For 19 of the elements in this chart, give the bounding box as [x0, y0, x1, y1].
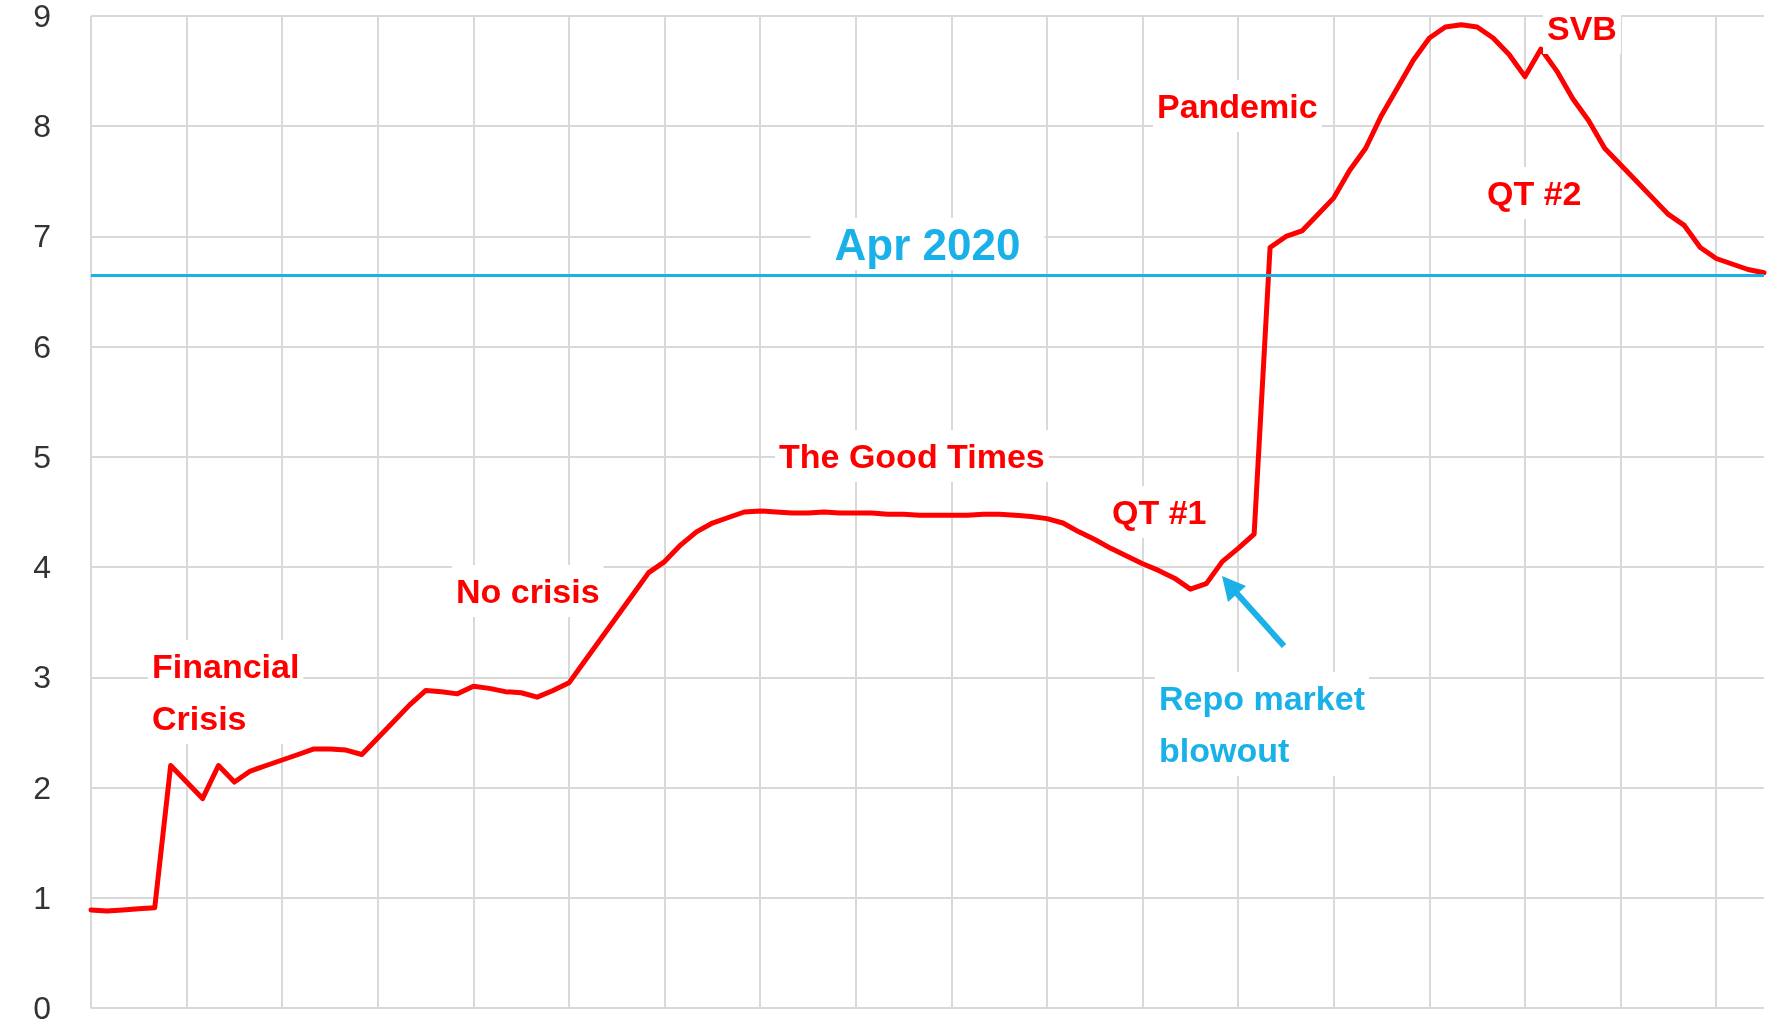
y-tick-label: 0: [33, 990, 51, 1024]
annotation: QT #2: [1487, 174, 1582, 212]
annotation: Financial Crisis: [152, 647, 300, 737]
y-tick-label: 8: [33, 108, 51, 145]
annotation: SVB: [1547, 9, 1617, 47]
annotation: Pandemic: [1157, 87, 1318, 125]
y-tick-label: 1: [33, 879, 51, 916]
y-tick-label: 4: [33, 549, 51, 586]
annotation: No crisis: [456, 572, 600, 610]
annotation: Repo market blowout: [1159, 679, 1365, 769]
annotation: QT #1: [1112, 493, 1207, 531]
y-tick-label: 5: [33, 438, 51, 475]
y-tick-label: 6: [33, 328, 51, 365]
y-tick-label: 2: [33, 769, 51, 806]
y-tick-label: 7: [33, 218, 51, 255]
annotation: The Good Times: [779, 437, 1045, 475]
y-tick-label: 3: [33, 659, 51, 696]
y-tick-label: 9: [33, 0, 51, 34]
ref-line-label: Apr 2020: [834, 219, 1021, 269]
